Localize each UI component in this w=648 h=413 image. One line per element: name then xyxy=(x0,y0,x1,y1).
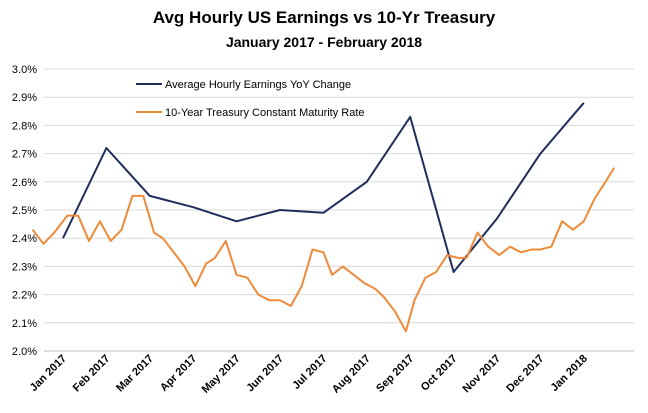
y-tick-label: 2.7% xyxy=(12,149,37,161)
y-tick-label: 2.3% xyxy=(12,261,37,273)
series-line-earnings xyxy=(62,102,585,273)
y-tick-label: 2.9% xyxy=(12,92,37,104)
x-tick-label: Apr 2017 xyxy=(158,353,199,394)
chart-subtitle: January 2017 - February 2018 xyxy=(225,34,423,50)
y-tick-label: 3.0% xyxy=(12,64,37,76)
x-tick-label: Mar 2017 xyxy=(114,353,156,395)
series-line-treasury xyxy=(31,167,616,333)
y-tick-label: 2.5% xyxy=(12,205,37,217)
x-tick-label: Feb 2017 xyxy=(71,353,113,395)
x-tick-label: May 2017 xyxy=(200,353,243,396)
y-tick-label: 2.8% xyxy=(12,120,37,132)
y-tick-label: 2.1% xyxy=(12,318,37,330)
x-tick-label: Jan 2018 xyxy=(549,353,590,394)
x-tick-label: Jan 2017 xyxy=(28,353,69,394)
x-tick-label: Sep 2017 xyxy=(374,353,416,395)
y-tick-label: 2.6% xyxy=(12,177,37,189)
legend-label: Average Hourly Earnings YoY Change xyxy=(165,79,351,91)
y-tick-label: 2.4% xyxy=(12,233,37,245)
x-tick-label: Dec 2017 xyxy=(504,353,546,395)
x-tick-label: Oct 2017 xyxy=(419,353,460,394)
x-tick-label: Aug 2017 xyxy=(330,353,373,396)
y-tick-label: 2.0% xyxy=(12,346,37,358)
y-tick-label: 2.2% xyxy=(12,290,37,302)
chart-title: Avg Hourly US Earnings vs 10-Yr Treasury xyxy=(152,8,496,27)
x-tick-label: Jul 2017 xyxy=(290,353,329,392)
legend-label: 10-Year Treasury Constant Maturity Rate xyxy=(165,107,365,119)
x-tick-label: Jun 2017 xyxy=(244,353,286,395)
x-tick-label: Nov 2017 xyxy=(460,353,503,396)
